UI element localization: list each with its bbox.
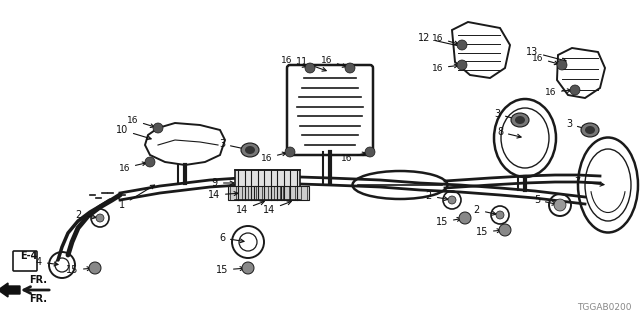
Text: 1: 1 [119, 185, 155, 210]
Text: FR.: FR. [29, 294, 47, 304]
Bar [281, 186, 309, 200]
Bar [235, 170, 300, 200]
Circle shape [96, 214, 104, 222]
Text: 16: 16 [321, 55, 346, 67]
Text: E-4: E-4 [20, 251, 37, 261]
Circle shape [554, 199, 566, 211]
Text: 15: 15 [476, 227, 501, 237]
Ellipse shape [581, 123, 599, 137]
Text: 10: 10 [116, 125, 151, 140]
Ellipse shape [515, 116, 525, 124]
Text: 5: 5 [534, 195, 556, 205]
Text: 14: 14 [263, 201, 291, 215]
Text: 14: 14 [208, 190, 238, 200]
Text: 9: 9 [212, 178, 234, 188]
Circle shape [459, 212, 471, 224]
Text: 2: 2 [474, 205, 496, 215]
FancyArrow shape [0, 283, 20, 297]
Ellipse shape [585, 126, 595, 134]
Circle shape [365, 147, 375, 157]
Text: 16: 16 [280, 55, 306, 67]
Text: 2: 2 [426, 191, 448, 201]
Ellipse shape [241, 143, 259, 157]
Ellipse shape [245, 146, 255, 154]
Text: 16: 16 [431, 34, 458, 45]
Circle shape [145, 157, 155, 167]
Circle shape [457, 60, 467, 70]
Text: 3: 3 [494, 109, 516, 120]
Text: 13: 13 [525, 47, 566, 62]
Circle shape [457, 40, 467, 50]
Text: 12: 12 [418, 33, 464, 48]
Circle shape [242, 262, 254, 274]
Text: 15: 15 [66, 265, 91, 275]
Text: 4: 4 [36, 257, 58, 267]
Text: 8: 8 [497, 127, 521, 138]
Text: 3: 3 [219, 139, 246, 150]
Text: 15: 15 [436, 217, 461, 227]
Text: TGGAB0200: TGGAB0200 [577, 303, 632, 312]
Circle shape [499, 224, 511, 236]
Text: 16: 16 [260, 152, 286, 163]
Text: 16: 16 [340, 152, 366, 163]
Text: 7: 7 [573, 177, 604, 187]
Text: 16: 16 [531, 53, 558, 65]
Circle shape [89, 262, 101, 274]
Text: 16: 16 [127, 116, 154, 127]
Circle shape [448, 196, 456, 204]
Text: 6: 6 [219, 233, 244, 243]
Text: 16: 16 [118, 162, 146, 172]
Text: 3: 3 [566, 119, 586, 130]
Circle shape [285, 147, 295, 157]
Circle shape [496, 211, 504, 219]
Bar [254, 186, 282, 200]
Circle shape [153, 123, 163, 133]
Circle shape [570, 85, 580, 95]
Text: 16: 16 [431, 63, 458, 73]
Text: 14: 14 [236, 201, 264, 215]
Circle shape [305, 63, 315, 73]
Text: 16: 16 [545, 87, 571, 97]
Bar [228, 186, 256, 200]
Text: 15: 15 [216, 265, 244, 275]
Text: 2: 2 [76, 210, 96, 220]
Ellipse shape [511, 113, 529, 127]
Circle shape [345, 63, 355, 73]
Text: 11: 11 [296, 57, 326, 71]
Text: FR.: FR. [29, 275, 47, 285]
Circle shape [557, 60, 567, 70]
